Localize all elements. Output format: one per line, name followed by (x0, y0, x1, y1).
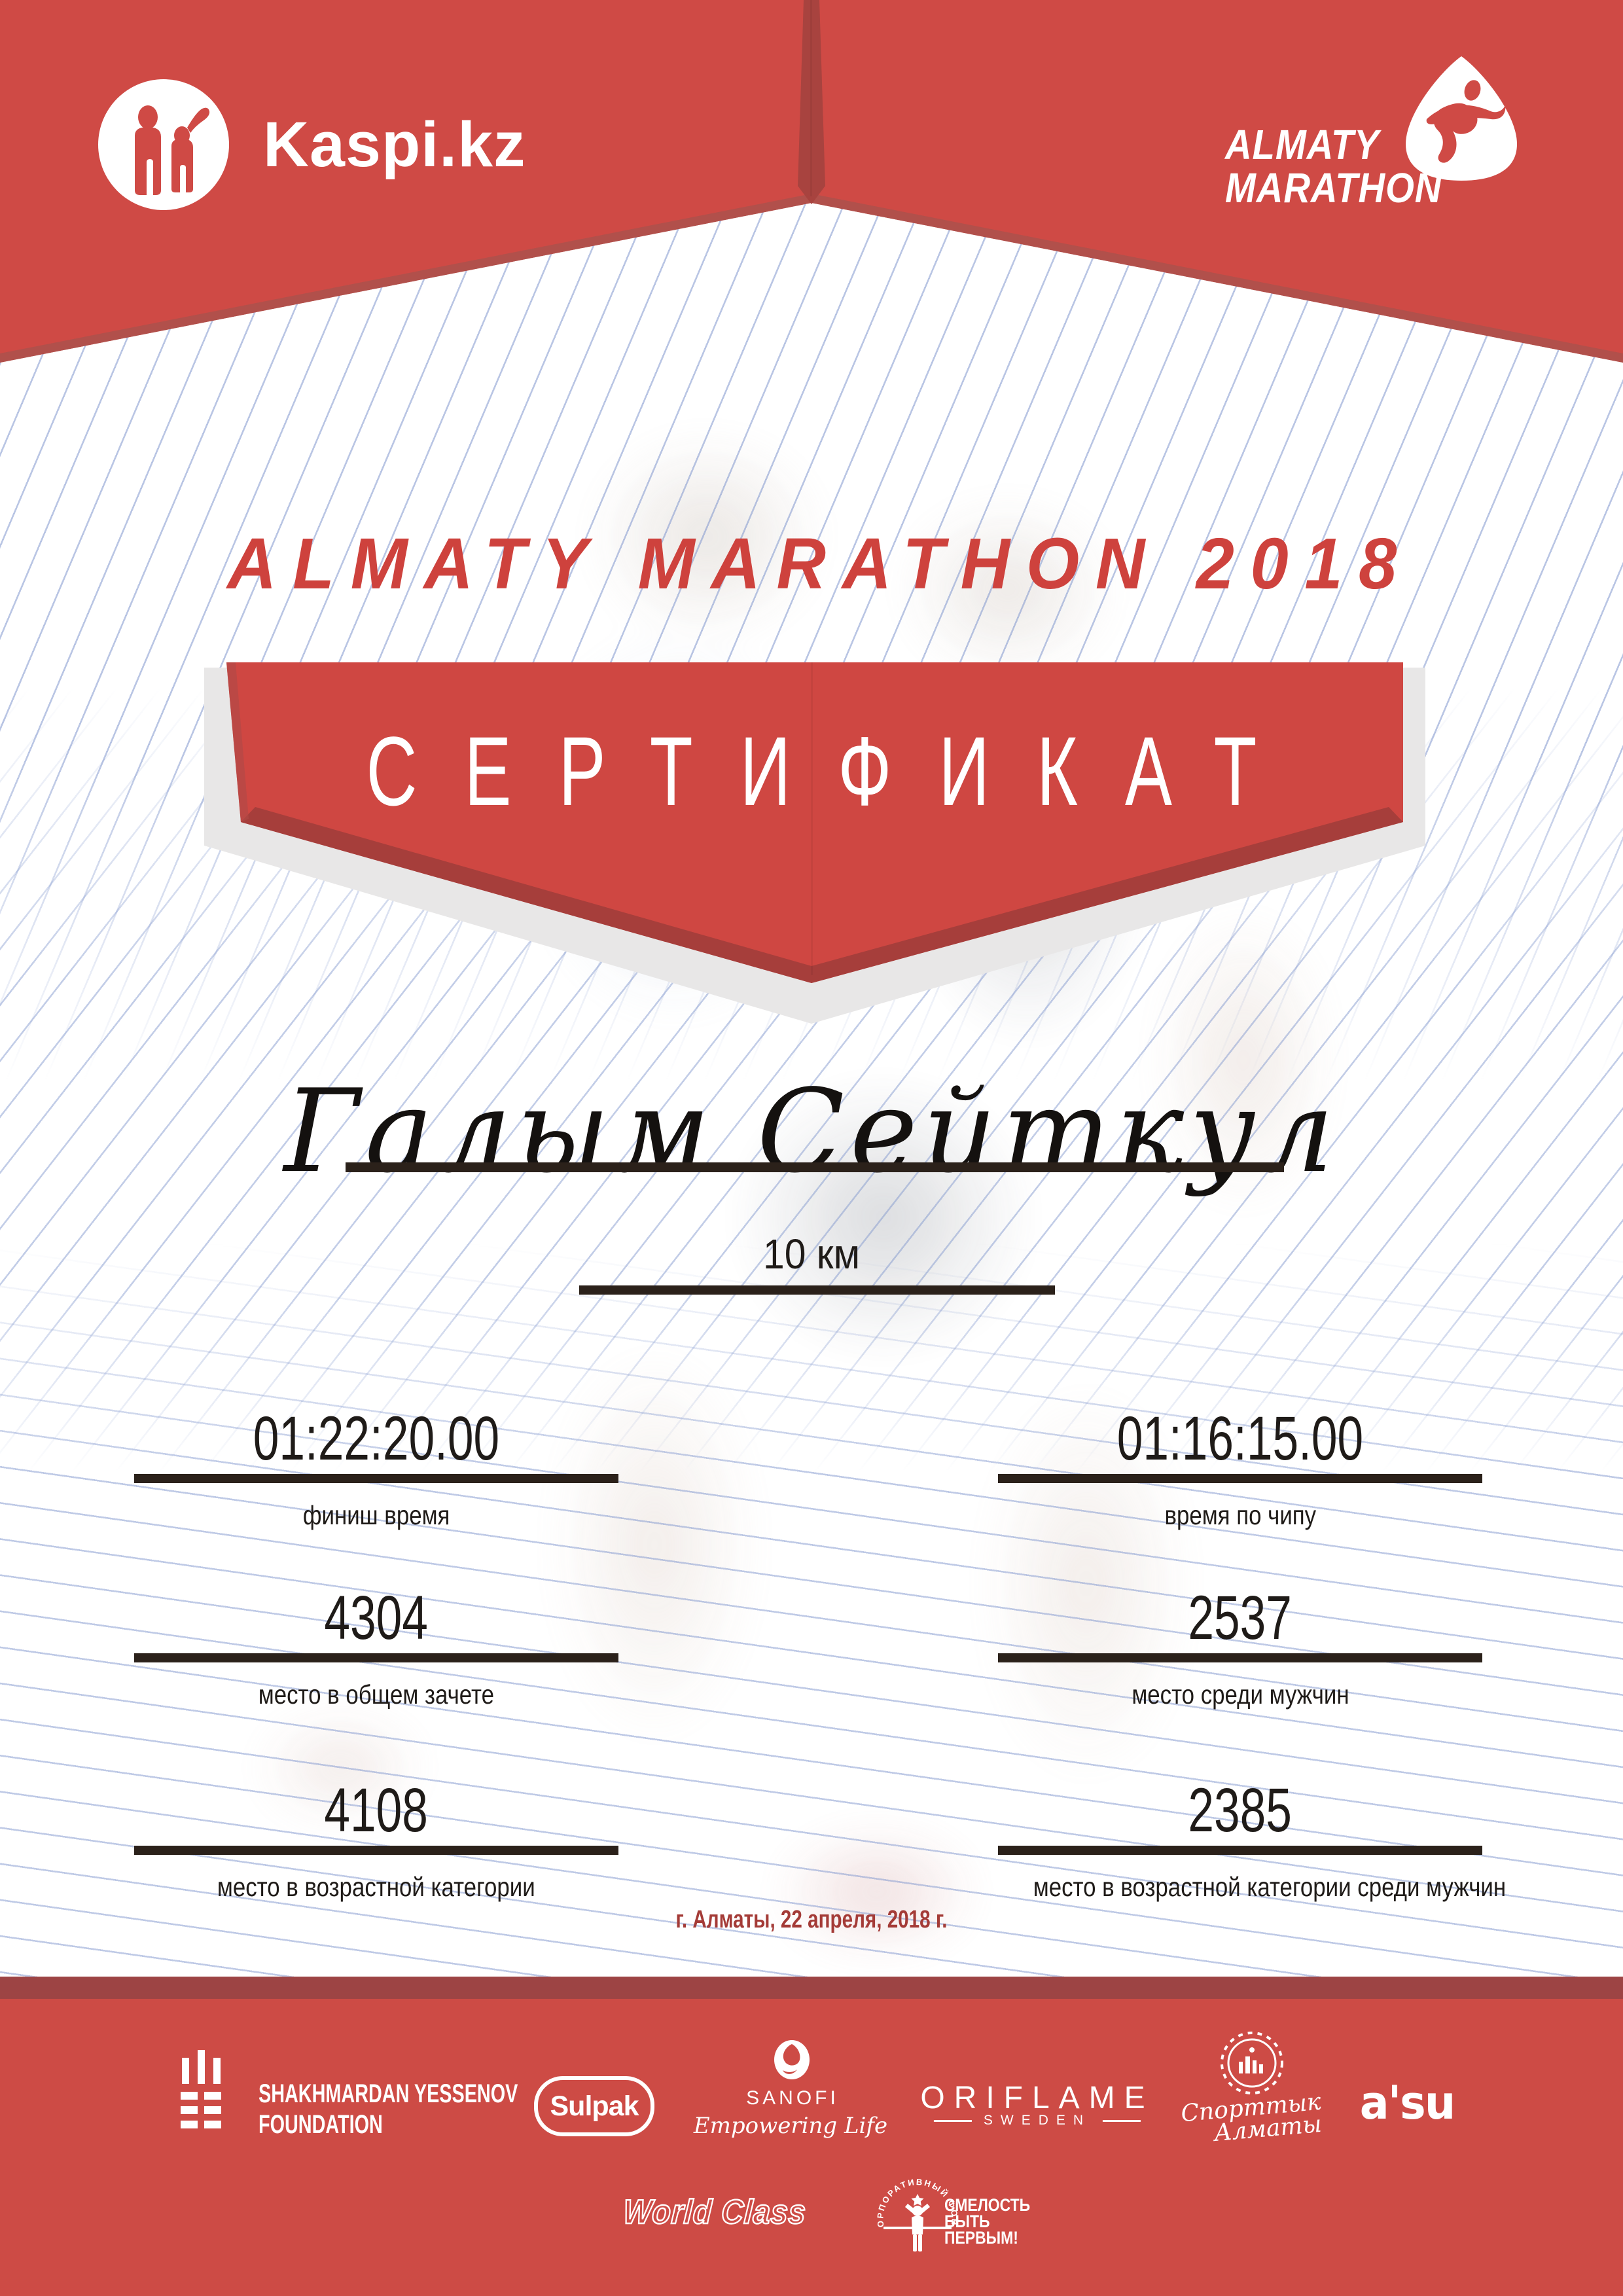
certificate-banner (226, 662, 1403, 983)
stat-underline (998, 1846, 1482, 1855)
corporate-fund-emblem: КОРПОРАТИВНЫЙ ФОНД (875, 2177, 958, 2251)
oriflame-wordmark: ORIFLAME (920, 2081, 1154, 2115)
stat-label: место в возрастной категории среди мужчи… (1033, 1872, 1507, 1902)
stat-label: время по чипу (1164, 1500, 1316, 1530)
stat-overall-place: 4304 место в общем зачете (128, 1572, 625, 1710)
event-title: ALMATY MARATHON 2018 (227, 524, 1413, 604)
stat-label: место в возрастной категории (217, 1872, 535, 1902)
fund-slogan: СМЕЛОСТЬ БЫТЬ ПЕРВЫМ! (944, 2195, 1031, 2248)
banner-shadow-left (241, 807, 812, 983)
dash-left (933, 2119, 972, 2122)
almaty-marathon-wordmark: ALMATY MARATHON (1225, 121, 1442, 211)
distance-value: 10 км (762, 1230, 861, 1278)
sanofi-tagline: Empowering Life (693, 2113, 888, 2139)
header-center-spike (798, 0, 825, 204)
stat-underline (134, 1474, 618, 1483)
world-class-logo: World Class (621, 2193, 808, 2232)
asu-logo: a'su (1359, 2076, 1455, 2130)
stat-label: место среди мужчин (1131, 1679, 1349, 1710)
stat-value: 2385 (1188, 1776, 1293, 1845)
almaty-marathon-runner-icon (1406, 56, 1517, 181)
banner-shadow-left-edge (226, 662, 249, 822)
participant-name: Галым Сейткул (283, 1066, 1340, 1198)
stat-underline (134, 1653, 618, 1662)
stat-men-place: 2537 место среди мужчин (991, 1572, 1489, 1710)
banner-shadow-right (812, 807, 1403, 983)
stat-label: финиш время (302, 1500, 450, 1530)
stat-value: 01:16:15.00 (1116, 1404, 1364, 1473)
fund-runner-figure (883, 2194, 952, 2251)
event-date: г. Алматы, 22 апреля, 2018 г. (675, 1906, 948, 1933)
stat-finish-time: 01:22:20.00 финиш время (128, 1393, 625, 1531)
kaspi-logo: Kaspi.kz (98, 79, 596, 210)
sanofi-bird-icon (774, 2040, 810, 2079)
stat-chip-time: 01:16:15.00 время по чипу (991, 1393, 1489, 1531)
stat-age-category-place: 4108 место в возрастной категории (128, 1765, 625, 1903)
sulpak-logo: Sulpak (534, 2076, 654, 2136)
stat-underline (998, 1653, 1482, 1662)
kaspi-people-icon (98, 79, 229, 210)
stat-underline (998, 1474, 1482, 1483)
stat-underline (134, 1846, 618, 1855)
certificate-banner-label: СЕРТИФИКАТ (366, 716, 1304, 826)
stat-value: 01:22:20.00 (253, 1404, 500, 1473)
yessenov-foundation-icon (181, 2050, 221, 2128)
sporttyk-almaty-wordmark: Спорттык Алматы (1179, 2088, 1323, 2147)
stat-value: 4304 (324, 1583, 429, 1653)
stat-label: место в общем зачете (258, 1679, 495, 1710)
name-underline (346, 1162, 1284, 1172)
yessenov-foundation-wordmark: SHAKHMARDAN YESSENOV FOUNDATION (259, 2079, 518, 2139)
almaty-marathon-logo: ALMATY MARATHON (1217, 46, 1544, 223)
sanofi-wordmark: SANOFI (746, 2087, 839, 2109)
footer-maroon-band (0, 1977, 1623, 1999)
banner-fold-line (811, 662, 813, 975)
footer-red-band (0, 1999, 1623, 2296)
kaspi-wordmark: Kaspi.kz (263, 109, 526, 180)
stat-value: 4108 (324, 1776, 429, 1845)
dash-right (1103, 2119, 1141, 2122)
header-fold-line (810, 0, 812, 196)
distance-underline (579, 1285, 1055, 1295)
sporttyk-almaty-emblem-icon (1221, 2032, 1283, 2094)
oriflame-country: SWEDEN (933, 2113, 1141, 2128)
stat-age-category-men-place: 2385 место в возрастной категории среди … (991, 1765, 1507, 1903)
stat-value: 2537 (1188, 1583, 1293, 1653)
